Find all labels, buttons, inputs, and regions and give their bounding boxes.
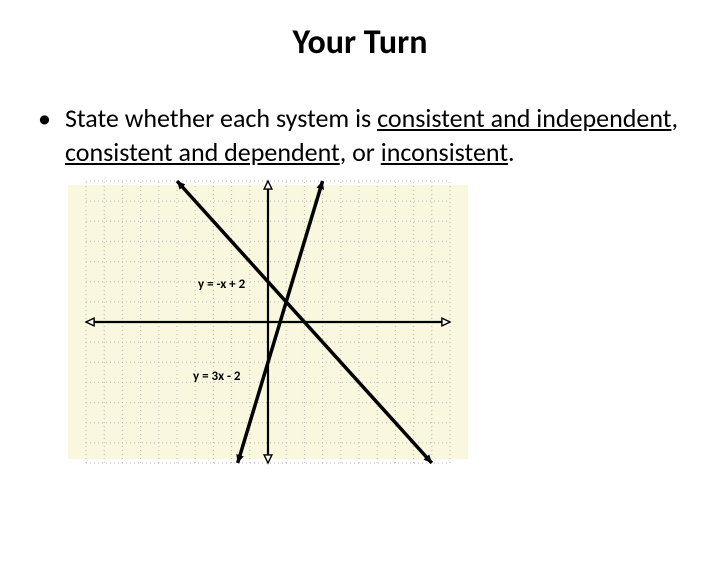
phrase-consistent-dependent: consistent and dependent xyxy=(65,136,340,168)
sep2: , or xyxy=(340,136,381,168)
phrase-inconsistent: inconsistent xyxy=(381,136,508,168)
graph-chart: y = -x + 2 y = 3x - 2 xyxy=(68,177,468,467)
sep1: , xyxy=(672,102,679,134)
chart-svg xyxy=(68,177,468,467)
page-title: Your Turn xyxy=(0,22,720,63)
text-pre: State whether each system is xyxy=(65,102,377,134)
bullet-item: • State whether each system is consisten… xyxy=(0,101,720,169)
period: . xyxy=(508,136,515,168)
phrase-consistent-independent: consistent and independent xyxy=(377,102,671,134)
equation-label-1: y = -x + 2 xyxy=(198,277,245,292)
bullet-text: State whether each system is consistent … xyxy=(65,101,682,169)
bullet-marker: • xyxy=(38,101,51,135)
equation-label-2: y = 3x - 2 xyxy=(193,369,241,384)
